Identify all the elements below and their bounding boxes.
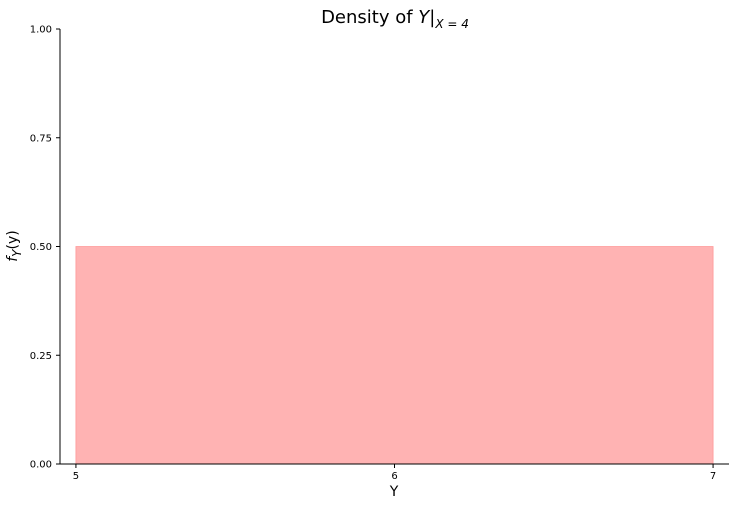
- density-area-0: [75, 246, 714, 465]
- x-tick-label: 6: [391, 471, 397, 482]
- y-axis-label-suffix: (y): [5, 230, 21, 249]
- axes: 0.00 0.25 0.50 0.75 1.00 5 6 7: [30, 25, 729, 482]
- chart-title-subscript: X = 4: [434, 17, 469, 31]
- plot-area: [75, 246, 714, 465]
- x-axis-label: Y: [389, 484, 399, 500]
- x-tick-label: 7: [710, 471, 716, 482]
- y-tick-label: 0.25: [30, 351, 52, 362]
- y-axis-label-main: f: [5, 255, 21, 262]
- chart-title-bar: |: [429, 7, 435, 28]
- chart-title-variable: Y: [418, 7, 431, 28]
- y-axis-label: fY(y): [5, 230, 24, 262]
- y-tick-label: 0.00: [30, 460, 52, 471]
- y-axis-label-subscript: Y: [10, 248, 24, 257]
- y-tick-label: 1.00: [30, 25, 52, 36]
- x-tick-label: 5: [73, 471, 79, 482]
- y-tick-label: 0.50: [30, 242, 52, 253]
- chart-title: Density of Y|X = 4: [321, 7, 469, 31]
- chart-title-prefix: Density of: [321, 7, 418, 28]
- y-tick-label: 0.75: [30, 133, 52, 144]
